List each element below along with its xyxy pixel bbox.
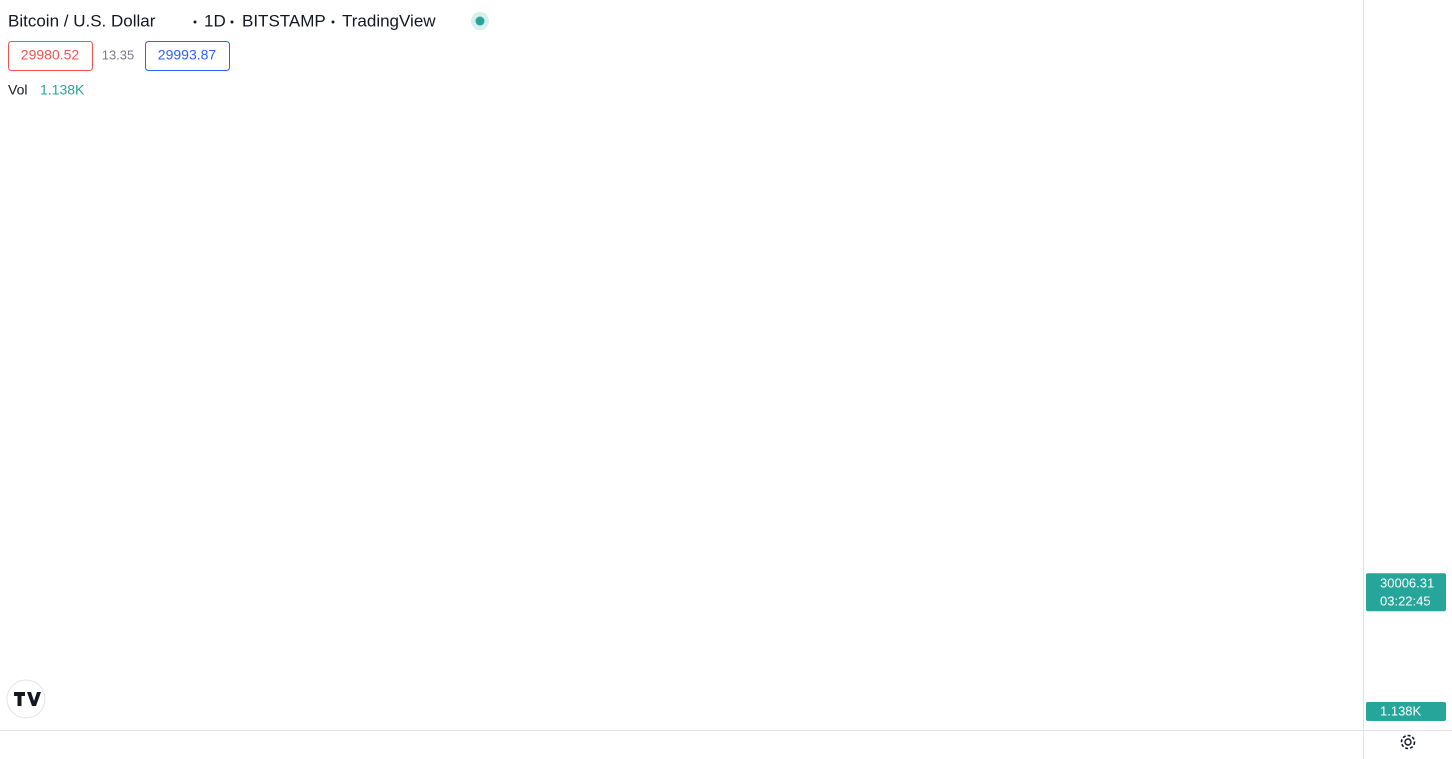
buy-button[interactable] (145, 41, 230, 71)
last-volume-label: 1.138K (1380, 703, 1422, 718)
separator (331, 20, 335, 24)
settings-icon[interactable] (1400, 734, 1416, 750)
exchange: BITSTAMP (242, 11, 326, 30)
ask-price: 29993.87 (158, 47, 217, 63)
tv-logo[interactable] (6, 679, 46, 719)
countdown: 03:22:45 (1380, 594, 1431, 609)
bid-price: 29980.52 (21, 47, 80, 63)
symbol-title: Bitcoin / U.S. Dollar (8, 11, 156, 30)
market-status-dot (475, 16, 485, 26)
interval: 1D (204, 11, 226, 30)
last-volume-box (1366, 702, 1446, 721)
spread: 13.35 (102, 47, 135, 62)
separator (193, 20, 197, 24)
source: TradingView (342, 11, 436, 30)
last-price-label: 30006.31 (1380, 576, 1434, 591)
sell-button[interactable] (8, 41, 93, 71)
volume-legend-value: 1.138K (40, 82, 85, 98)
last-price-box (1366, 573, 1446, 612)
volume-title: Vol (8, 82, 27, 98)
separator (230, 20, 234, 24)
